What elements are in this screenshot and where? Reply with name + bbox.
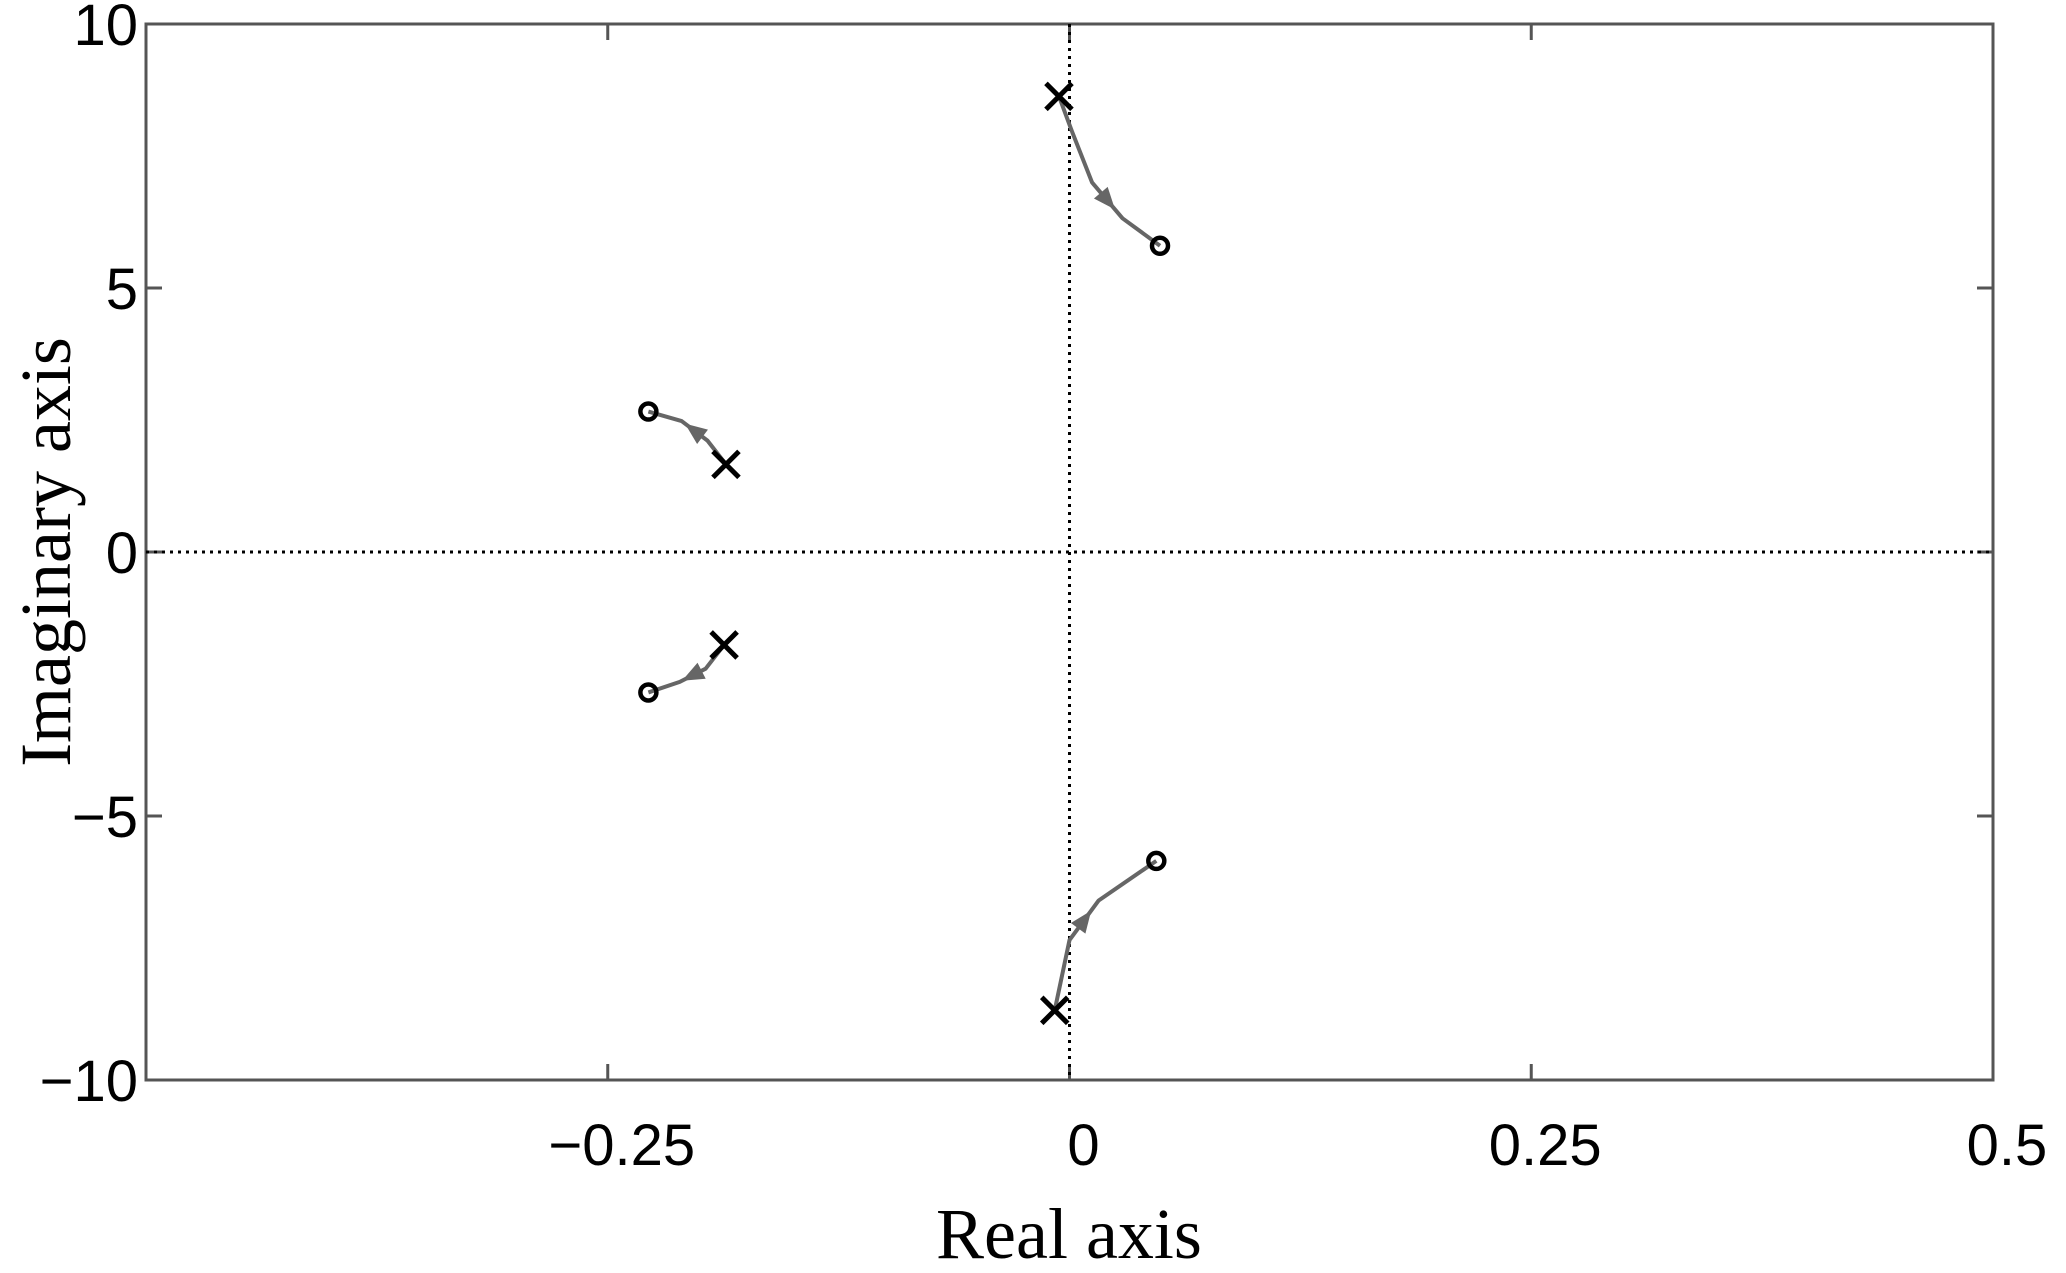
zero-marker	[1146, 850, 1167, 872]
pole-marker	[709, 630, 739, 660]
zero-marker	[638, 401, 659, 422]
locus-branch	[1057, 95, 1162, 248]
x-tick-label: −0.25	[548, 1113, 695, 1178]
locus-arrow	[682, 662, 706, 681]
x-axis-label: Real axis	[936, 1194, 1202, 1273]
locus-branch	[647, 643, 726, 695]
pole-marker	[1039, 995, 1070, 1026]
locus-branch	[1052, 859, 1158, 1011]
pole-marker	[1044, 81, 1074, 112]
zero-marker	[638, 682, 659, 703]
y-axis-label: Imaginary axis	[6, 337, 86, 767]
x-tick-label: 0.25	[1489, 1113, 1602, 1178]
x-tick-label: 0	[1067, 1113, 1099, 1178]
zero-marker	[1149, 235, 1171, 257]
x-tick-label: 0.5	[1967, 1113, 2048, 1178]
y-tick-label: 0	[106, 521, 138, 586]
locus-arrow	[1093, 186, 1116, 210]
locus-arrow	[1070, 910, 1092, 934]
locus-arrow	[684, 423, 708, 445]
pole-marker	[711, 449, 741, 480]
y-tick-label: −5	[72, 785, 138, 850]
y-tick-label: 10	[73, 0, 138, 58]
y-tick-label: −10	[40, 1049, 138, 1114]
y-tick-label: 5	[106, 257, 138, 322]
locus-branch	[647, 409, 728, 466]
